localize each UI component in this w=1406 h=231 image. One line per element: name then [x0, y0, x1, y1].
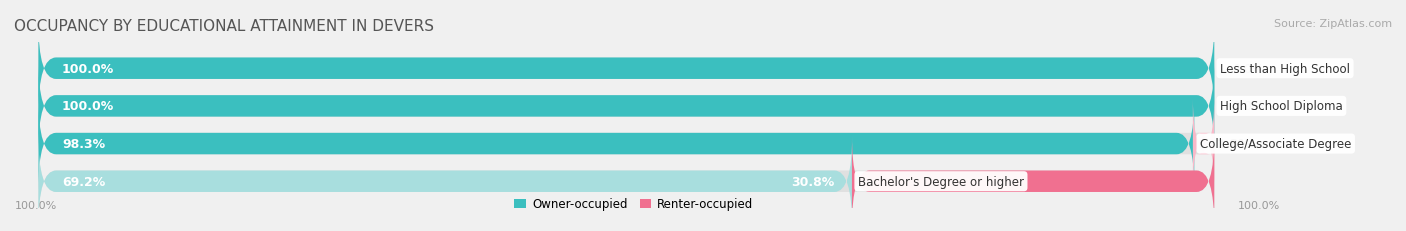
FancyBboxPatch shape: [38, 136, 852, 227]
Text: 69.2%: 69.2%: [62, 175, 105, 188]
FancyBboxPatch shape: [38, 23, 1215, 115]
Text: Less than High School: Less than High School: [1220, 62, 1350, 75]
Text: High School Diploma: High School Diploma: [1220, 100, 1343, 113]
FancyBboxPatch shape: [38, 98, 1194, 189]
Text: 30.8%: 30.8%: [792, 175, 834, 188]
FancyBboxPatch shape: [852, 136, 1215, 227]
FancyBboxPatch shape: [38, 98, 1215, 189]
FancyBboxPatch shape: [38, 61, 1215, 152]
Text: 0.0%: 0.0%: [1232, 100, 1264, 113]
Text: 1.8%: 1.8%: [1216, 137, 1251, 150]
FancyBboxPatch shape: [1192, 98, 1215, 189]
Text: 100.0%: 100.0%: [62, 100, 114, 113]
Text: 0.0%: 0.0%: [1232, 62, 1264, 75]
FancyBboxPatch shape: [38, 23, 1215, 115]
FancyBboxPatch shape: [38, 61, 1215, 152]
Legend: Owner-occupied, Renter-occupied: Owner-occupied, Renter-occupied: [510, 193, 758, 215]
Text: 100.0%: 100.0%: [1237, 200, 1279, 210]
Text: College/Associate Degree: College/Associate Degree: [1201, 137, 1351, 150]
Text: OCCUPANCY BY EDUCATIONAL ATTAINMENT IN DEVERS: OCCUPANCY BY EDUCATIONAL ATTAINMENT IN D…: [14, 18, 434, 33]
Text: 100.0%: 100.0%: [62, 62, 114, 75]
FancyBboxPatch shape: [38, 136, 1215, 227]
Text: Source: ZipAtlas.com: Source: ZipAtlas.com: [1274, 18, 1392, 28]
Text: 98.3%: 98.3%: [62, 137, 105, 150]
Text: Bachelor's Degree or higher: Bachelor's Degree or higher: [858, 175, 1024, 188]
Text: 100.0%: 100.0%: [15, 200, 58, 210]
